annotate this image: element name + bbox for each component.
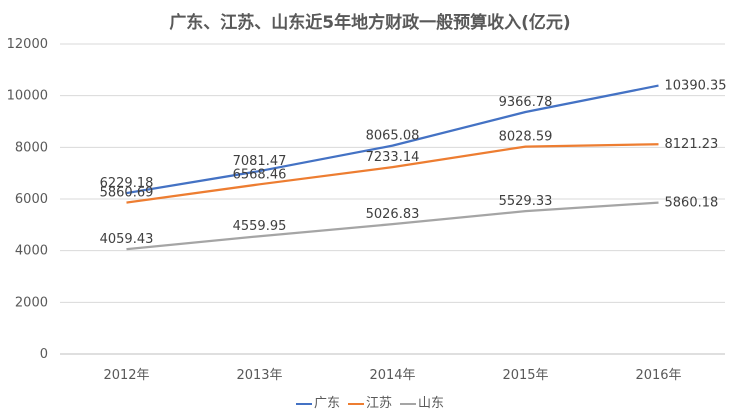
data-label: 7233.14 — [366, 150, 420, 165]
data-label: 10390.35 — [665, 79, 727, 94]
data-label: 5529.33 — [499, 194, 553, 209]
data-label: 9366.78 — [499, 95, 553, 110]
x-tick-label: 2013年 — [236, 368, 282, 383]
data-point — [658, 143, 660, 145]
legend-label: 江苏 — [365, 396, 392, 411]
y-tick-label: 8000 — [15, 140, 48, 155]
data-point — [392, 223, 394, 225]
data-point — [658, 85, 660, 87]
data-point — [126, 248, 128, 250]
data-label: 7081.47 — [233, 154, 287, 169]
data-label: 6568.46 — [233, 167, 287, 182]
data-point — [658, 202, 660, 204]
data-label: 8065.08 — [366, 129, 420, 144]
y-tick-label: 2000 — [15, 295, 48, 310]
y-tick-label: 12000 — [7, 37, 48, 52]
data-label: 5860.69 — [100, 186, 154, 201]
legend-label: 广东 — [313, 396, 340, 411]
data-label: 8121.23 — [665, 137, 719, 152]
data-point — [126, 202, 128, 204]
legend-item: 广东 — [295, 392, 340, 411]
legend-swatch — [295, 402, 312, 405]
data-point — [525, 210, 527, 212]
legend-item: 江苏 — [347, 392, 392, 411]
chart-title: 广东、江苏、山东近5年地方财政一般预算收入(亿元) — [169, 13, 571, 33]
x-tick-label: 2012年 — [103, 368, 149, 383]
y-tick-label: 10000 — [7, 89, 48, 104]
data-label: 8028.59 — [499, 130, 553, 145]
data-point — [259, 235, 261, 237]
y-tick-label: 6000 — [15, 192, 48, 207]
legend-swatch — [400, 402, 416, 405]
x-tick-label: 2014年 — [369, 368, 415, 383]
data-point — [525, 111, 527, 113]
data-label: 4559.95 — [233, 219, 287, 234]
legend-label: 山东 — [418, 396, 445, 411]
data-label: 6229.18 — [100, 176, 154, 191]
x-tick-label: 2016年 — [635, 368, 681, 383]
series-line — [126, 143, 659, 204]
data-label: 5860.18 — [665, 196, 719, 211]
legend-item: 山东 — [400, 392, 444, 411]
data-label: 5026.83 — [366, 207, 420, 222]
legend-swatch — [347, 402, 364, 405]
data-label: 4059.43 — [100, 232, 154, 247]
x-tick-label: 2015年 — [502, 368, 548, 383]
y-tick-label: 0 — [40, 347, 48, 362]
data-point — [392, 145, 394, 147]
data-point — [392, 166, 394, 168]
y-tick-label: 4000 — [15, 244, 48, 259]
series-line — [126, 201, 659, 251]
data-point — [525, 146, 527, 148]
data-point — [259, 183, 261, 185]
chart-legend: 广东 江苏 山东 — [0, 392, 740, 411]
series-line — [126, 84, 659, 195]
